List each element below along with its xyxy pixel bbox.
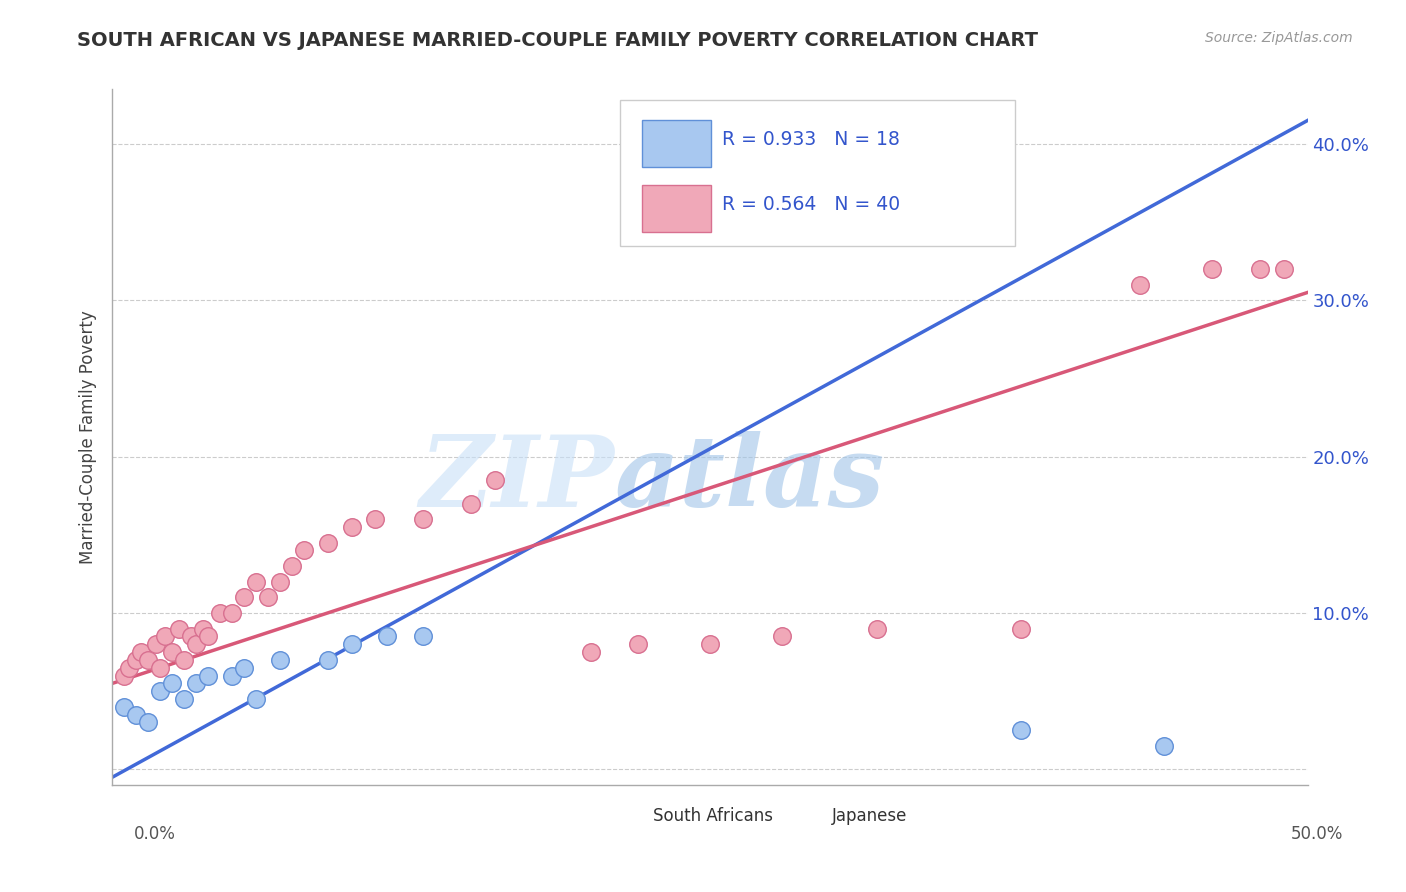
Point	[412, 629, 434, 643]
Point	[233, 661, 256, 675]
Text: R = 0.933   N = 18: R = 0.933 N = 18	[723, 130, 900, 150]
Point	[292, 543, 315, 558]
Point	[162, 676, 183, 690]
Text: 0.0%: 0.0%	[134, 825, 176, 843]
FancyBboxPatch shape	[643, 120, 711, 167]
Point	[1249, 262, 1271, 277]
FancyBboxPatch shape	[643, 185, 711, 232]
Point	[1272, 262, 1295, 277]
Point	[1201, 262, 1223, 277]
Point	[162, 645, 183, 659]
Text: R = 0.564   N = 40: R = 0.564 N = 40	[723, 194, 900, 213]
Point	[173, 653, 195, 667]
Point	[1010, 622, 1032, 636]
Point	[257, 591, 280, 605]
Point	[153, 629, 176, 643]
Point	[149, 661, 172, 675]
Point	[186, 676, 208, 690]
Point	[770, 629, 793, 643]
FancyBboxPatch shape	[605, 805, 645, 829]
Point	[145, 637, 167, 651]
Text: South Africans: South Africans	[652, 807, 773, 825]
Point	[193, 622, 215, 636]
Point	[221, 668, 243, 682]
Point	[245, 692, 267, 706]
Point	[699, 637, 721, 651]
Point	[129, 645, 152, 659]
Text: SOUTH AFRICAN VS JAPANESE MARRIED-COUPLE FAMILY POVERTY CORRELATION CHART: SOUTH AFRICAN VS JAPANESE MARRIED-COUPLE…	[77, 31, 1038, 50]
Point	[221, 606, 243, 620]
Point	[1129, 277, 1152, 292]
Point	[118, 661, 141, 675]
Point	[269, 574, 291, 589]
Point	[460, 496, 482, 510]
FancyBboxPatch shape	[620, 100, 1015, 245]
Point	[484, 473, 506, 487]
Y-axis label: Married-Couple Family Poverty: Married-Couple Family Poverty	[79, 310, 97, 564]
Text: 50.0%: 50.0%	[1291, 825, 1343, 843]
Point	[316, 653, 339, 667]
Point	[149, 684, 172, 698]
Point	[377, 629, 399, 643]
Point	[169, 622, 191, 636]
Point	[186, 637, 208, 651]
Text: Japanese: Japanese	[832, 807, 907, 825]
Text: Source: ZipAtlas.com: Source: ZipAtlas.com	[1205, 31, 1353, 45]
Point	[281, 559, 304, 574]
Point	[138, 653, 160, 667]
Point	[197, 629, 219, 643]
Point	[125, 707, 148, 722]
Point	[233, 591, 256, 605]
Point	[412, 512, 434, 526]
Point	[340, 520, 363, 534]
Point	[197, 668, 219, 682]
Point	[114, 699, 135, 714]
Point	[245, 574, 267, 589]
Point	[316, 535, 339, 549]
Point	[173, 692, 195, 706]
Point	[1153, 739, 1175, 753]
Point	[1010, 723, 1032, 738]
Point	[364, 512, 387, 526]
Point	[180, 629, 202, 643]
Point	[125, 653, 148, 667]
Text: ZIP: ZIP	[419, 431, 614, 527]
Point	[114, 668, 135, 682]
FancyBboxPatch shape	[785, 805, 825, 829]
Point	[138, 715, 160, 730]
Point	[866, 622, 889, 636]
Point	[579, 645, 602, 659]
Point	[938, 215, 960, 229]
Text: atlas: atlas	[614, 431, 884, 527]
Point	[340, 637, 363, 651]
Point	[209, 606, 232, 620]
Point	[627, 637, 650, 651]
Point	[269, 653, 291, 667]
